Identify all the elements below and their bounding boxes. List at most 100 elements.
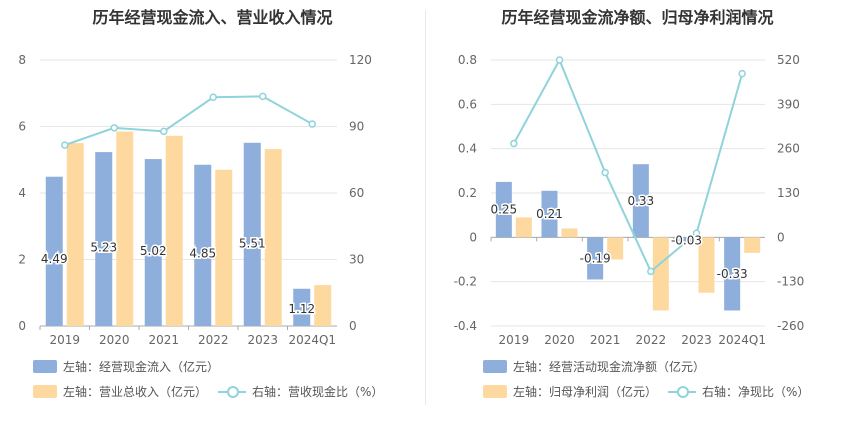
bar-primary xyxy=(587,237,604,280)
left-axis-tick-label: 0 xyxy=(469,230,477,244)
legend-item-cash-ratio[interactable]: 右轴：营收现金比（%） xyxy=(218,383,383,400)
bar-data-label: 5.02 xyxy=(140,244,167,258)
x-axis-tick-label: 2024Q1 xyxy=(288,333,336,347)
right-axis-tick-label: 30 xyxy=(349,253,364,267)
ratio-line xyxy=(64,95,313,147)
ratio-line-point xyxy=(308,120,316,128)
left-axis-tick-label: -0.2 xyxy=(454,275,477,289)
bar-primary xyxy=(194,164,212,326)
ratio-line-point xyxy=(555,56,564,64)
x-axis-tick-label: 2024Q1 xyxy=(718,333,766,347)
legend-swatch-orange xyxy=(483,385,507,398)
bar-secondary xyxy=(698,237,715,293)
ratio-line-point xyxy=(738,69,746,78)
x-axis-tick-label: 2019 xyxy=(49,333,80,347)
bar-secondary xyxy=(116,131,134,326)
left-axis-tick-label: 0.2 xyxy=(458,186,477,200)
legend-label: 左轴：经营现金流入（亿元） xyxy=(63,360,220,374)
bar-secondary xyxy=(515,217,532,238)
x-axis-tick-label: 2019 xyxy=(499,333,530,347)
bar-secondary xyxy=(66,143,84,326)
x-axis-tick-label: 2023 xyxy=(247,333,278,347)
bar-primary xyxy=(632,164,649,238)
bar-data-label: 5.23 xyxy=(90,241,117,255)
bar-data-label: 1.12 xyxy=(288,302,315,316)
bar-data-label: -0.03 xyxy=(671,234,702,248)
ratio-line-point xyxy=(160,127,168,136)
x-axis-tick-label: 2020 xyxy=(544,333,575,347)
right-axis-tick-label: 390 xyxy=(777,97,800,111)
right-axis-tick-label: 260 xyxy=(777,142,800,156)
panel-divider xyxy=(425,10,426,405)
bar-primary xyxy=(45,176,63,326)
left-axis-tick-label: 6 xyxy=(18,120,26,134)
right-axis-tick-label: 90 xyxy=(349,120,364,134)
bar-data-label: 4.49 xyxy=(41,252,68,266)
bar-secondary xyxy=(314,285,332,326)
bar-secondary xyxy=(264,149,282,326)
legend-line-marker-icon xyxy=(218,385,246,398)
bar-data-label: -0.19 xyxy=(580,251,611,265)
bar-secondary xyxy=(215,169,233,326)
left-axis-tick-label: 0.8 xyxy=(458,53,477,67)
bar-primary xyxy=(293,288,311,326)
legend-swatch-blue xyxy=(483,360,507,373)
legend-item-cash-inflow[interactable]: 左轴：经营现金流入（亿元） xyxy=(33,358,219,375)
ratio-line-point xyxy=(601,168,609,177)
legend-label: 左轴：营业总收入（亿元） xyxy=(63,385,208,399)
legend-line-marker-icon xyxy=(668,385,696,398)
ratio-line-point xyxy=(61,141,69,149)
x-axis-tick-label: 2022 xyxy=(198,333,229,347)
bar-secondary xyxy=(652,237,669,311)
ratio-line-point xyxy=(692,229,701,237)
bar-primary xyxy=(541,190,558,238)
ratio-line-point xyxy=(647,267,655,276)
ratio-line xyxy=(512,57,744,274)
x-axis-tick-label: 2021 xyxy=(148,333,179,347)
legend-label: 右轴：净现比（%） xyxy=(702,385,810,399)
right-chart-plot: -0.4 -0.2 0 0.2 0.4 0.6 0.8 -260 -130 0 130 260 390 5… xyxy=(454,53,805,347)
legend-swatch-blue xyxy=(33,360,57,373)
bar-data-label: 4.85 xyxy=(189,246,216,260)
bar-primary xyxy=(243,142,261,326)
ratio-line-point xyxy=(209,93,217,101)
right-axis-tick-label: -130 xyxy=(777,275,804,289)
x-axis-tick-label: 2020 xyxy=(99,333,130,347)
bar-secondary xyxy=(607,237,624,260)
left-axis-tick-label: 0.6 xyxy=(458,97,477,111)
left-chart-title: 历年经营现金流入、营业收入情况 xyxy=(92,8,333,27)
x-axis-tick-label: 2022 xyxy=(636,333,667,347)
bar-data-label: 0.25 xyxy=(490,203,517,217)
right-axis-tick-label: 520 xyxy=(777,53,800,67)
left-chart-panel: 历年经营现金流入、营业收入情况 0 2 4 6 8 0 30 60 90 120 2019 2020 2… xyxy=(18,8,383,400)
left-axis-tick-label: 0 xyxy=(18,319,26,333)
bar-data-label: 5.51 xyxy=(239,237,266,251)
right-axis-tick-label: 0 xyxy=(777,230,785,244)
bar-primary xyxy=(724,237,741,311)
x-axis-tick-label: 2023 xyxy=(681,333,712,347)
ratio-line-point xyxy=(510,139,518,148)
bar-secondary xyxy=(561,228,578,238)
legend-item-net-profit[interactable]: 左轴：归母净利润（亿元） xyxy=(483,383,657,400)
left-axis-tick-label: 8 xyxy=(18,53,26,67)
left-axis-tick-label: 4 xyxy=(18,186,26,200)
left-axis-tick-label: -0.4 xyxy=(454,319,477,333)
legend-item-net-cash-ratio[interactable]: 右轴：净现比（%） xyxy=(668,383,809,400)
legend-label: 左轴：经营活动现金流净额（亿元） xyxy=(513,360,706,374)
left-axis-tick-label: 2 xyxy=(18,253,26,267)
right-axis-tick-label: 130 xyxy=(777,186,800,200)
bar-data-label: 0.33 xyxy=(627,194,654,208)
left-axis-tick-label: 0.4 xyxy=(458,142,477,156)
legend-swatch-orange xyxy=(33,385,57,398)
bar-primary xyxy=(95,152,113,326)
right-axis-tick-label: -260 xyxy=(777,319,804,333)
ratio-line-point xyxy=(259,92,267,101)
legend-item-revenue[interactable]: 左轴：营业总收入（亿元） xyxy=(33,383,207,400)
bar-data-label: 0.21 xyxy=(536,207,563,221)
right-axis-tick-label: 0 xyxy=(349,319,357,333)
bar-primary xyxy=(495,181,512,238)
right-chart-panel: 历年经营现金流净额、归母净利润情况 -0.4 -0.2 0 0.2 0.4 0.6 0.8-… xyxy=(425,0,850,437)
bar-data-label: -0.33 xyxy=(717,267,748,281)
legend-item-net-cash-flow[interactable]: 左轴：经营活动现金流净额（亿元） xyxy=(483,358,705,375)
legend-label: 右轴：营收现金比（%） xyxy=(252,385,384,399)
